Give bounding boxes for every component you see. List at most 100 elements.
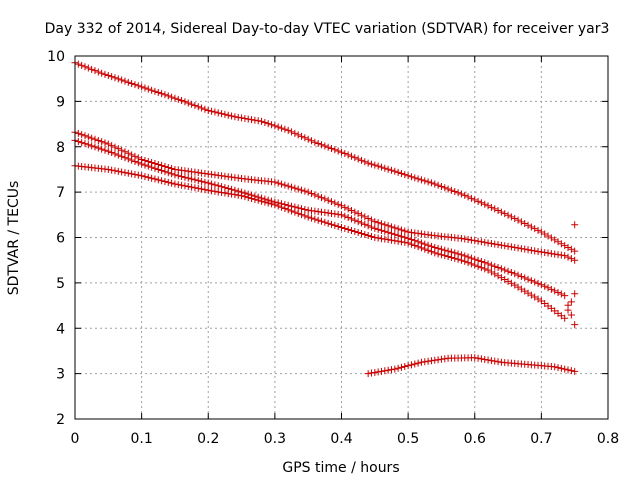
data-point xyxy=(134,159,142,167)
data-point xyxy=(571,256,579,264)
data-point xyxy=(437,251,445,259)
data-point xyxy=(88,134,96,142)
data-point xyxy=(364,159,372,167)
data-point xyxy=(351,228,359,236)
data-point xyxy=(524,246,532,254)
y-tick-label: 4 xyxy=(56,321,65,337)
data-point xyxy=(471,237,479,245)
data-point xyxy=(271,201,279,209)
data-point xyxy=(338,224,345,232)
data-point xyxy=(158,90,166,98)
data-point xyxy=(131,157,139,165)
data-point xyxy=(567,367,575,375)
data-point xyxy=(274,123,282,131)
data-point xyxy=(487,240,495,248)
x-tick-label: 0 xyxy=(71,431,80,447)
data-point xyxy=(298,211,306,219)
data-point xyxy=(151,87,159,95)
data-point xyxy=(134,171,142,179)
data-point xyxy=(161,91,169,99)
data-point xyxy=(238,192,246,200)
data-point xyxy=(371,218,379,226)
data-point xyxy=(148,86,156,94)
data-point xyxy=(391,167,399,175)
data-point xyxy=(487,357,495,365)
data-point xyxy=(98,69,106,77)
data-point xyxy=(367,223,375,231)
data-point xyxy=(141,173,149,181)
data-point xyxy=(284,206,292,214)
data-point xyxy=(441,184,449,192)
data-point xyxy=(467,260,475,268)
data-point xyxy=(424,357,432,365)
data-point xyxy=(78,131,86,139)
data-point xyxy=(547,250,555,258)
data-point xyxy=(401,227,409,235)
data-point xyxy=(314,139,322,147)
data-point xyxy=(341,212,349,220)
data-point xyxy=(551,236,559,244)
data-point xyxy=(507,279,515,287)
data-point xyxy=(324,219,332,227)
data-point xyxy=(148,174,156,182)
data-point xyxy=(191,184,199,192)
data-point xyxy=(377,367,385,375)
data-point xyxy=(341,225,349,233)
data-point xyxy=(391,230,399,238)
data-point xyxy=(497,265,505,273)
data-point xyxy=(371,224,379,232)
data-point xyxy=(281,205,289,213)
data-point xyxy=(517,273,525,281)
data-point xyxy=(561,242,569,250)
data-point xyxy=(344,214,352,222)
data-point xyxy=(114,167,122,175)
y-tick-label: 9 xyxy=(56,94,65,110)
data-point xyxy=(381,235,389,243)
data-point xyxy=(301,187,309,195)
data-point xyxy=(198,104,206,112)
data-point xyxy=(171,94,179,102)
data-point xyxy=(487,268,495,276)
data-point xyxy=(387,366,395,374)
data-point xyxy=(454,255,462,263)
data-point xyxy=(298,132,306,140)
data-point xyxy=(481,355,489,363)
data-point xyxy=(411,241,419,249)
data-point xyxy=(381,164,389,172)
data-point xyxy=(124,78,132,86)
data-point xyxy=(384,366,392,374)
data-point xyxy=(564,243,572,251)
data-point xyxy=(521,245,529,253)
data-point xyxy=(324,196,332,204)
data-point xyxy=(477,258,485,266)
data-point xyxy=(138,160,146,168)
data-point xyxy=(294,185,302,193)
data-point xyxy=(164,92,172,100)
data-point xyxy=(304,135,312,143)
data-point xyxy=(437,355,445,363)
data-point xyxy=(344,151,352,159)
data-point xyxy=(294,131,302,139)
data-point xyxy=(121,77,129,85)
data-point xyxy=(411,174,419,182)
data-point xyxy=(484,356,492,364)
data-point xyxy=(111,74,119,82)
data-point xyxy=(557,364,565,372)
data-point xyxy=(531,247,539,255)
data-point xyxy=(494,241,502,249)
data-point xyxy=(484,260,492,268)
data-point xyxy=(514,216,522,224)
data-point xyxy=(264,199,272,207)
data-point xyxy=(168,93,176,101)
data-point xyxy=(111,150,119,158)
data-point xyxy=(447,253,455,261)
data-point xyxy=(394,364,402,372)
data-point xyxy=(427,248,435,256)
data-point xyxy=(351,154,359,162)
data-point xyxy=(114,151,122,159)
data-point xyxy=(361,220,369,228)
data-point xyxy=(258,197,266,205)
data-point xyxy=(174,181,182,189)
data-point xyxy=(504,277,512,285)
data-point xyxy=(431,356,439,364)
